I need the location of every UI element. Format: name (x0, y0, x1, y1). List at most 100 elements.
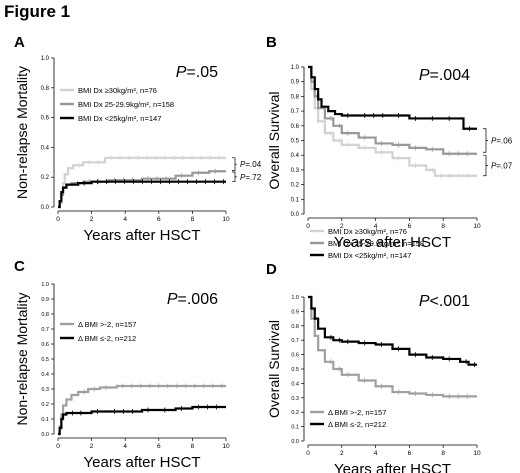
y-axis-title: Overall Survival (266, 91, 282, 189)
y-tick-label: 0.7 (41, 327, 49, 333)
y-tick-label: 0.2 (41, 175, 50, 181)
x-tick-label: 8 (191, 216, 195, 223)
y-tick-label: 0.0 (41, 205, 50, 211)
y-tick-label: 0.9 (291, 309, 299, 315)
y-tick-label: 0.4 (291, 153, 300, 159)
legend-label: Δ BMI ≤-2, n=212 (78, 334, 136, 343)
y-tick-label: 0.8 (41, 86, 50, 92)
legend-label: BMI Dx <25kg/m², n=147 (328, 251, 411, 260)
bracket (232, 157, 237, 171)
p-value-number: =.05 (186, 64, 218, 81)
p-value-number: <.001 (430, 293, 471, 310)
figure-title: Figure 1 (4, 2, 71, 21)
legend-label: BMI Dx ≥30kg/m², n=76 (328, 227, 407, 236)
y-tick-label: 0.1 (41, 417, 49, 423)
x-tick-label: 8 (191, 443, 195, 450)
bracket-p-value: P=.06 (491, 137, 513, 146)
p-value-symbol: P (419, 293, 430, 310)
y-tick-label: 0.8 (41, 312, 49, 318)
y-tick-label: 0.2 (291, 410, 299, 416)
p-value-symbol: P (167, 291, 178, 308)
y-tick-label: 0.4 (41, 145, 50, 151)
series-line-3 (308, 65, 477, 130)
y-tick-label: 0.8 (291, 324, 299, 330)
x-tick-label: 2 (90, 443, 94, 450)
y-tick-label: 0.6 (291, 353, 299, 359)
x-tick-label: 10 (473, 450, 481, 457)
y-tick-label: 0.4 (41, 372, 49, 378)
bracket (483, 128, 488, 153)
p-value-symbol: P (419, 67, 430, 84)
y-tick-label: 0.0 (291, 439, 299, 445)
legend-label: BMI Dx 25-29.9kg/m², n=158 (78, 100, 174, 109)
y-axis-title: Non-relapse Mortality (14, 292, 30, 425)
y-tick-label: 0.5 (291, 139, 300, 145)
x-tick-label: 0 (306, 223, 310, 230)
x-tick-label: 2 (340, 223, 344, 230)
panel-b: B 0.0 0.1 0.2 0.3 0.4 0.5 0.6 0.7 0.8 0.9 1.0 0 2 4 6 8 1… (266, 34, 513, 260)
panel-a: A 0.0 0.2 0.4 0.6 0.8 1.0 0 2 4 6 8 10 Years after HS… (14, 34, 262, 244)
y-tick-label: 1.0 (291, 65, 300, 71)
x-tick-label: 6 (157, 443, 161, 450)
panel-d: D 0.0 0.1 0.2 0.3 0.4 0.5 0.6 0.7 0.8 0.9 1.0 0 2 4 6 8 1… (266, 261, 481, 473)
x-tick-label: 6 (157, 216, 161, 223)
legend-label: Δ BMI >-2, n=157 (328, 408, 386, 417)
legend-label: BMI Dx 25-29.9kg/m², n=158 (328, 239, 424, 248)
y-tick-label: 1.0 (291, 295, 299, 301)
y-tick-label: 0.6 (41, 342, 49, 348)
series-line-2 (308, 295, 477, 366)
panel-label: A (14, 34, 25, 51)
bracket-p-value: P=.07 (491, 161, 513, 170)
series-line-2 (58, 405, 226, 436)
bracket-p-value: P=.72 (240, 173, 262, 182)
y-tick-label: 0.9 (291, 80, 300, 86)
y-tick-label: 0.4 (291, 381, 299, 387)
x-axis-title: Years after HSCT (84, 454, 201, 471)
p-value: P=.004 (419, 67, 470, 84)
series-line-2 (308, 65, 477, 155)
x-tick-label: 8 (441, 223, 445, 230)
y-axis-title: Overall Survival (266, 320, 282, 418)
bracket-p-value: P=.04 (240, 160, 262, 169)
x-tick-label: 10 (222, 443, 230, 450)
x-tick-label: 4 (123, 443, 127, 450)
y-tick-label: 0.2 (41, 402, 49, 408)
legend-label: Δ BMI ≤-2, n=212 (328, 420, 386, 429)
x-tick-label: 8 (441, 450, 445, 457)
p-value-number: =.006 (178, 291, 219, 308)
y-tick-label: 0.6 (291, 124, 300, 130)
y-tick-label: 0.1 (291, 197, 300, 203)
y-tick-label: 0.3 (291, 168, 300, 174)
x-tick-label: 0 (306, 450, 310, 457)
legend-label: Δ BMI >-2, n=157 (78, 320, 136, 329)
y-tick-label: 0.2 (291, 183, 300, 189)
y-tick-label: 0.5 (41, 357, 49, 363)
y-tick-label: 0.1 (291, 425, 299, 431)
p-value: P=.006 (167, 291, 218, 308)
x-tick-label: 6 (408, 450, 412, 457)
x-axis-title: Years after HSCT (84, 227, 201, 244)
y-axis-title: Non-relapse Mortality (14, 66, 30, 199)
x-axis-title: Years after HSCT (334, 461, 451, 473)
y-tick-label: 0.0 (291, 212, 300, 218)
x-tick-label: 4 (123, 216, 127, 223)
p-value: P<.001 (419, 293, 470, 310)
series-line-2 (58, 170, 226, 209)
y-tick-label: 0.0 (41, 432, 49, 438)
y-tick-label: 0.7 (291, 338, 299, 344)
y-tick-label: 1.0 (41, 282, 49, 288)
x-tick-label: 0 (56, 216, 60, 223)
series-line-1 (308, 295, 477, 398)
x-tick-label: 6 (408, 223, 412, 230)
y-tick-label: 0.3 (41, 387, 49, 393)
x-tick-label: 4 (374, 450, 378, 457)
y-tick-label: 0.7 (291, 109, 300, 115)
panel-c: C 0.0 0.1 0.2 0.3 0.4 0.5 0.6 0.7 0.8 0.9 1.0 0 2 4 6 8 1… (14, 258, 230, 471)
y-tick-label: 0.3 (291, 396, 299, 402)
y-tick-label: 1.0 (41, 56, 50, 62)
series-line-1 (308, 65, 477, 177)
p-value: P=.05 (176, 64, 218, 81)
x-tick-label: 2 (340, 450, 344, 457)
x-axis-title: Years after HSCT (334, 234, 451, 251)
